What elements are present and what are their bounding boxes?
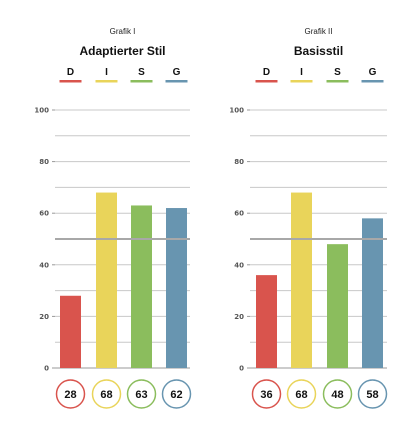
legend-label-d: D [263,67,270,78]
legend-swatch-d [255,80,278,83]
chart-kicker: Grafik I [110,27,136,36]
y-tick-label: 0 [239,365,244,373]
y-tick-label: 60 [39,210,49,218]
bar-i [96,192,117,368]
legend-swatch-s [326,80,349,83]
chart-title: Adaptierter Stil [79,44,165,58]
value-circle-d [251,379,282,409]
bar-s [131,205,152,368]
y-tick-label: 0 [44,365,49,373]
legend-swatch-i [95,80,118,83]
value-label-d: 36 [260,389,272,401]
y-tick-label: 40 [39,261,49,269]
legend-swatch-g [165,80,188,83]
chart-panel-2: Grafik II Basisstil D I S G 0 20 40 60 80 100 36 68 48… [229,27,388,409]
bar-d [256,275,277,368]
legend-label-i: I [300,67,303,78]
y-tick-label: 20 [39,313,49,321]
legend-swatch-g [361,80,384,83]
value-circle-s [126,379,157,409]
legend-label-s: S [138,67,145,78]
value-label-i: 68 [295,389,307,401]
y-tick-label: 80 [39,158,49,166]
value-label-g: 58 [366,389,378,401]
legend-label-s: S [334,67,341,78]
y-tick-label: 80 [234,158,244,166]
value-circle-g [161,379,192,409]
y-tick-label: 20 [234,313,244,321]
value-circle-i [91,379,122,409]
chart-title: Basisstil [294,44,343,58]
value-label-s: 63 [135,389,147,401]
chart-panel-1: Grafik I Adaptierter Stil D I S G 0 20 40 60 80 100… [34,27,192,409]
bar-s [327,244,348,368]
value-label-s: 48 [331,389,343,401]
bar-g [362,218,383,368]
bar-i [291,192,312,368]
legend-swatch-d [59,80,82,83]
legend-swatch-s [130,80,153,83]
value-label-d: 28 [64,389,76,401]
value-circle-d [55,379,86,409]
y-tick-label: 60 [234,210,244,218]
bar-d [60,295,81,368]
value-circle-g [357,379,388,409]
y-tick-label: 100 [34,107,49,115]
legend-label-i: I [105,67,108,78]
chart-kicker: Grafik II [304,27,332,36]
value-circle-i [286,379,317,409]
value-label-i: 68 [100,389,112,401]
y-tick-label: 100 [229,107,244,115]
value-label-g: 62 [170,389,182,401]
legend-label-g: G [173,67,181,78]
legend-label-d: D [67,67,74,78]
value-circle-s [322,379,353,409]
legend-label-g: G [369,67,377,78]
bar-g [166,208,187,368]
y-tick-label: 40 [234,261,244,269]
legend-swatch-i [290,80,313,83]
